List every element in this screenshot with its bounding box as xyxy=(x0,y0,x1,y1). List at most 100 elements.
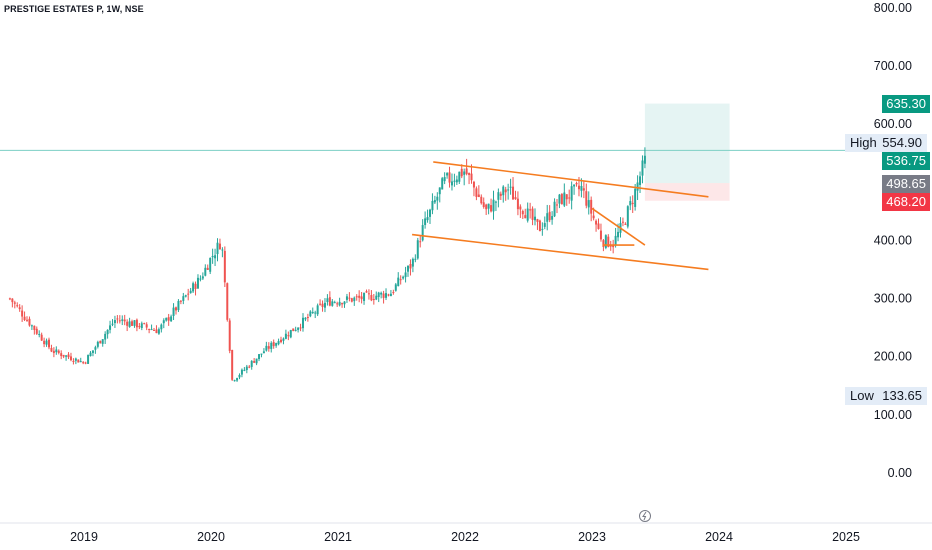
candle-body xyxy=(250,360,253,367)
y-tick-label: 0.00 xyxy=(888,466,912,480)
candle-body xyxy=(238,374,241,378)
candle-body xyxy=(634,188,637,207)
candle-body xyxy=(218,243,221,250)
candle-body xyxy=(245,366,248,371)
candle-body xyxy=(389,293,392,297)
candle-body xyxy=(45,340,48,345)
candle-body xyxy=(367,293,370,295)
candle-body xyxy=(485,204,488,210)
candle-body xyxy=(284,333,287,339)
candle-body xyxy=(69,356,72,361)
candle-body xyxy=(170,316,173,322)
candle-body xyxy=(292,328,295,332)
candle-body xyxy=(123,319,126,322)
candle-body xyxy=(504,189,507,193)
candle-body xyxy=(194,283,197,289)
candle-body xyxy=(38,333,41,335)
candle-body xyxy=(507,189,510,191)
candle-body xyxy=(392,292,395,294)
candle-body xyxy=(631,202,634,205)
candle-body xyxy=(599,230,602,240)
candle-body xyxy=(338,301,341,306)
stop-price-tag: 468.20 xyxy=(882,193,930,211)
x-tick-label: 2025 xyxy=(832,530,860,544)
candle-body xyxy=(74,358,77,361)
low-label: Low xyxy=(850,388,874,403)
candle-body xyxy=(126,321,129,326)
y-tick-label: 700.00 xyxy=(874,59,912,73)
candle-body xyxy=(480,196,483,204)
trendline xyxy=(591,207,646,246)
candle-body xyxy=(11,298,14,303)
candle-body xyxy=(621,221,624,223)
candle-body xyxy=(233,380,236,382)
candle-body xyxy=(382,293,385,298)
candle-body xyxy=(514,197,517,200)
candle-body xyxy=(184,295,187,297)
candle-body xyxy=(258,354,261,360)
candle-body xyxy=(409,264,412,269)
x-tick-label: 2021 xyxy=(324,530,352,544)
high-value: 554.90 xyxy=(882,135,922,150)
candle-body xyxy=(407,265,410,272)
y-axis: 800.00 700.00 600.00 300.00 200.00 100.00 0.00… xyxy=(874,1,912,480)
candle-body xyxy=(199,278,202,280)
candle-body xyxy=(529,209,532,211)
candle-body xyxy=(546,213,549,222)
candle-body xyxy=(314,312,317,314)
entry-price-tag: 498.65 xyxy=(882,175,930,193)
candle-body xyxy=(531,208,534,220)
candle-body xyxy=(419,241,422,243)
candle-body xyxy=(309,311,312,317)
candle-body xyxy=(26,319,29,321)
y-tick-label: 300.00 xyxy=(874,292,912,306)
candle-body xyxy=(431,200,434,211)
candle-body xyxy=(355,296,358,298)
candle-body xyxy=(345,296,348,300)
candle-body xyxy=(438,187,441,195)
candle-body xyxy=(182,296,185,301)
candle-body xyxy=(387,294,390,296)
candle-body xyxy=(358,295,361,298)
candle-body xyxy=(597,223,600,230)
candle-body xyxy=(326,298,329,302)
candle-body xyxy=(499,193,502,196)
x-tick-label: 2024 xyxy=(705,530,733,544)
candle-body xyxy=(553,201,556,217)
trendline xyxy=(411,233,709,271)
candle-body xyxy=(260,353,263,355)
candle-body xyxy=(179,300,182,302)
candle-body xyxy=(370,295,373,301)
candle-body xyxy=(287,335,290,337)
candle-body xyxy=(111,323,114,325)
candle-body xyxy=(436,196,439,201)
y-tick-label: 100.00 xyxy=(874,408,912,422)
candle-body xyxy=(55,349,58,353)
candle-body xyxy=(433,200,436,203)
candle-body xyxy=(150,329,153,331)
candle-body xyxy=(614,235,617,246)
candle-body xyxy=(174,307,177,311)
high-tag: High 554.90 xyxy=(845,134,927,152)
candle-body xyxy=(23,316,26,320)
candle-body xyxy=(421,225,424,241)
candle-body xyxy=(639,176,642,185)
candle-body xyxy=(402,276,405,279)
candle-body xyxy=(118,320,121,322)
candle-body xyxy=(47,339,50,348)
event-icon[interactable] xyxy=(639,510,651,522)
candle-body xyxy=(262,351,265,354)
candle-body xyxy=(228,320,231,351)
candle-body xyxy=(492,199,495,212)
candle-body xyxy=(404,272,407,278)
candle-body xyxy=(321,303,324,307)
stop-zone xyxy=(644,183,730,201)
candle-body xyxy=(13,302,16,304)
candle-body xyxy=(526,208,529,221)
candle-body xyxy=(50,347,53,352)
candle-body xyxy=(394,284,397,291)
candle-body xyxy=(267,346,270,349)
candle-body xyxy=(573,184,576,187)
trendline xyxy=(433,161,709,198)
